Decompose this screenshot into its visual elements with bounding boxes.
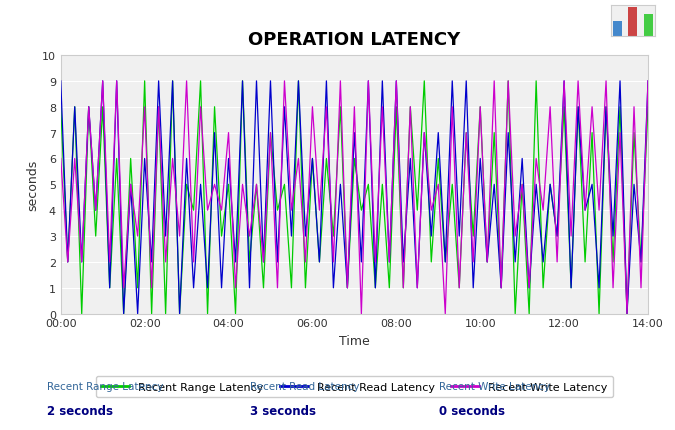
Text: Recent Read Latency: Recent Read Latency xyxy=(250,381,359,391)
Text: 3 seconds: 3 seconds xyxy=(250,404,316,417)
Text: 0 seconds: 0 seconds xyxy=(439,404,505,417)
Y-axis label: seconds: seconds xyxy=(26,160,39,210)
Bar xyxy=(613,22,622,37)
Text: Recent Write Latency: Recent Write Latency xyxy=(439,381,550,391)
X-axis label: Time: Time xyxy=(339,334,370,347)
Legend: Recent Range Latency, Recent Read Latency, Recent Write Latency: Recent Range Latency, Recent Read Latenc… xyxy=(96,376,613,397)
Bar xyxy=(643,15,653,37)
Text: Recent Range Latency: Recent Range Latency xyxy=(47,381,163,391)
Title: OPERATION LATENCY: OPERATION LATENCY xyxy=(248,31,460,49)
Text: 2 seconds: 2 seconds xyxy=(47,404,113,417)
Bar xyxy=(628,8,637,37)
